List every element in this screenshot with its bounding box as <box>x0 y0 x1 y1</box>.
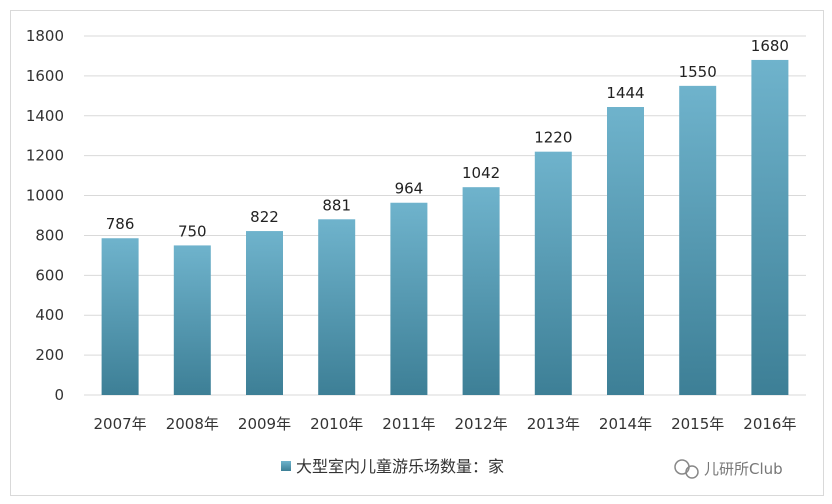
y-tick-label: 800 <box>35 226 64 244</box>
x-tick-label: 2011年 <box>382 415 435 433</box>
bar <box>679 85 717 395</box>
y-tick-label: 1200 <box>26 147 64 165</box>
data-label: 1220 <box>534 129 572 147</box>
bar <box>101 238 139 395</box>
data-label: 822 <box>250 208 279 226</box>
x-axis-ticks: 2007年 2008年 2009年 2010年 2011年 2012年 2013年 2014年… <box>94 415 797 433</box>
x-tick-label: 2013年 <box>527 415 580 433</box>
y-tick-label: 1600 <box>26 67 64 85</box>
bar <box>318 219 356 395</box>
x-tick-label: 2016年 <box>743 415 796 433</box>
y-axis-ticks: 0 200 400 600 800 1000 1200 1400 1600 1800 <box>26 27 64 404</box>
bar <box>607 107 644 395</box>
x-tick-label: 2010年 <box>310 415 363 433</box>
y-tick-label: 1800 <box>26 27 64 45</box>
data-label: 1550 <box>679 63 717 81</box>
bar <box>751 59 789 395</box>
y-tick-label: 1400 <box>26 107 64 125</box>
x-tick-label: 2007年 <box>94 415 147 433</box>
legend-swatch <box>281 461 291 471</box>
data-labels: 786 750 822 881 964 1042 1220 1444 1550 1680 <box>106 37 789 240</box>
bars <box>101 59 789 395</box>
data-label: 964 <box>395 180 424 198</box>
bar <box>246 231 283 395</box>
bar <box>462 187 500 395</box>
x-tick-label: 2012年 <box>455 415 508 433</box>
chart-frame <box>10 10 824 496</box>
y-tick-label: 1000 <box>26 187 64 205</box>
bar <box>390 202 428 395</box>
legend-label: 大型室内儿童游乐场数量：家 <box>296 457 504 476</box>
x-tick-label: 2008年 <box>166 415 219 433</box>
bar <box>173 245 211 395</box>
y-tick-label: 400 <box>35 306 64 324</box>
bar <box>534 151 572 395</box>
data-label: 1680 <box>751 37 789 55</box>
y-tick-label: 600 <box>35 266 64 284</box>
watermark: 儿研所Club <box>674 459 783 479</box>
x-tick-label: 2009年 <box>238 415 291 433</box>
legend: 大型室内儿童游乐场数量：家 <box>281 457 504 476</box>
wechat-icon <box>674 459 699 479</box>
data-label: 786 <box>106 215 135 233</box>
y-tick-label: 200 <box>35 346 64 364</box>
x-tick-label: 2015年 <box>671 415 724 433</box>
data-label: 750 <box>178 222 207 240</box>
x-tick-label: 2014年 <box>599 415 652 433</box>
data-label: 881 <box>322 196 351 214</box>
watermark-text: 儿研所Club <box>704 460 783 478</box>
data-label: 1042 <box>462 164 500 182</box>
y-tick-label: 0 <box>54 386 64 404</box>
data-label: 1444 <box>606 84 644 102</box>
